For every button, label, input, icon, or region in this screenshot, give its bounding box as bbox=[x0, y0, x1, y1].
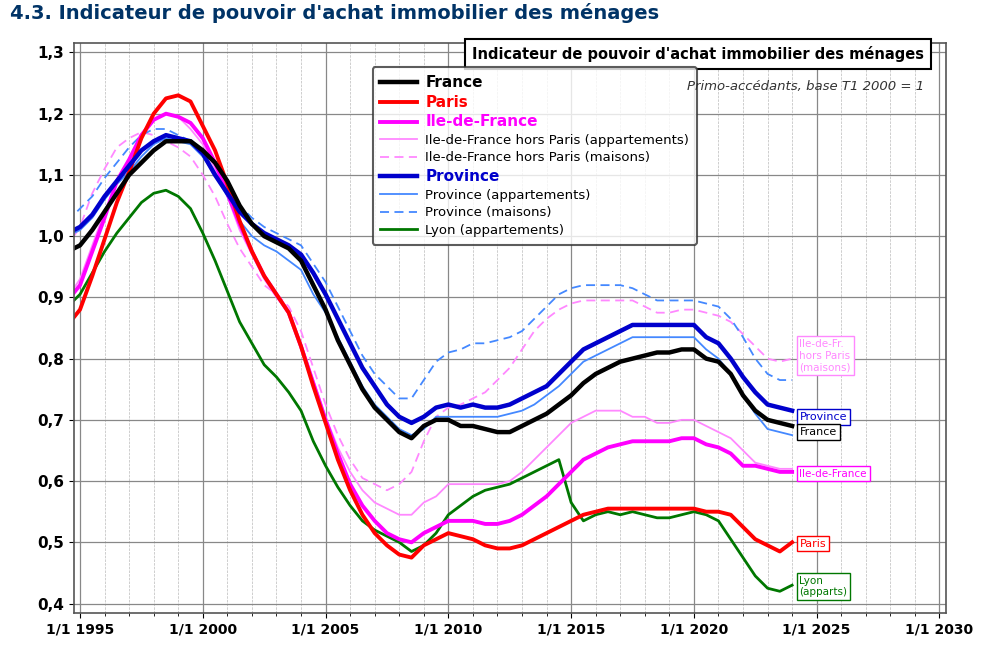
Legend: France, Paris, Ile-de-France, Ile-de-France hors Paris (appartements), Ile-de-Fr: France, Paris, Ile-de-France, Ile-de-Fra… bbox=[372, 67, 697, 244]
Text: Paris: Paris bbox=[800, 539, 826, 549]
Text: Ile-de-Fr.
hors Paris
(maisons): Ile-de-Fr. hors Paris (maisons) bbox=[800, 339, 851, 372]
Text: Primo-accédants, base T1 2000 = 1: Primo-accédants, base T1 2000 = 1 bbox=[687, 81, 924, 93]
Text: Ile-de-France: Ile-de-France bbox=[800, 469, 867, 479]
Text: Indicateur de pouvoir d'achat immobilier des ménages: Indicateur de pouvoir d'achat immobilier… bbox=[472, 46, 924, 62]
Text: Province: Province bbox=[800, 412, 847, 422]
Text: France: France bbox=[800, 427, 836, 437]
Text: 4.3. Indicateur de pouvoir d'achat immobilier des ménages: 4.3. Indicateur de pouvoir d'achat immob… bbox=[10, 3, 659, 23]
Text: Lyon
(apparts): Lyon (apparts) bbox=[800, 575, 847, 597]
